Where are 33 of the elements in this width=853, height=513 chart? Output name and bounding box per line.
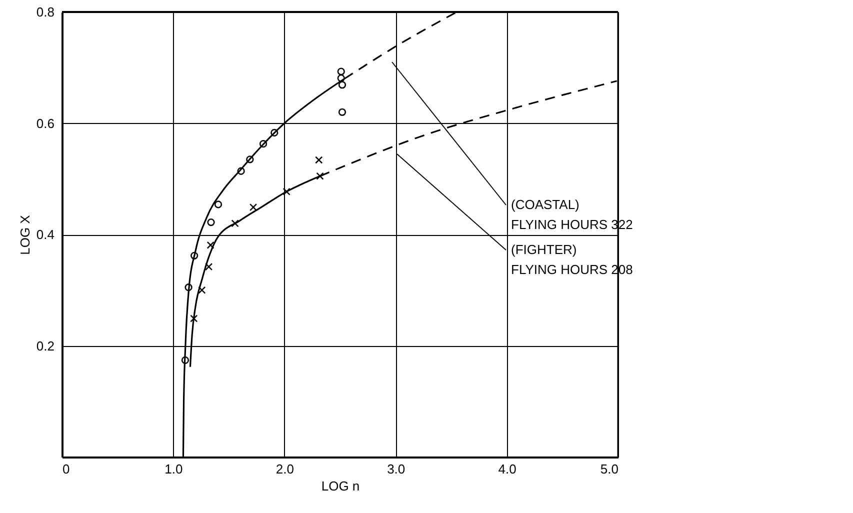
point bbox=[206, 241, 214, 249]
point bbox=[214, 200, 222, 208]
point bbox=[316, 172, 324, 180]
point bbox=[259, 140, 268, 148]
x-tick-label: 1.0 bbox=[164, 462, 183, 476]
point bbox=[337, 68, 345, 76]
point bbox=[231, 220, 239, 228]
point bbox=[246, 156, 254, 164]
point bbox=[270, 128, 278, 137]
y-axis-title: LOG X bbox=[17, 214, 32, 255]
x-tick-label: 0 bbox=[62, 462, 70, 476]
point bbox=[207, 218, 215, 226]
point bbox=[190, 252, 198, 260]
y-tick-label: 0.6 bbox=[36, 116, 54, 131]
x-axis-title: LOG n bbox=[321, 478, 360, 494]
x-tick-label: 2.0 bbox=[276, 462, 294, 476]
point bbox=[315, 156, 323, 164]
x-tick-label: 4.0 bbox=[498, 462, 516, 476]
point bbox=[237, 167, 245, 175]
point bbox=[190, 314, 198, 322]
y-tick-label: 0.2 bbox=[36, 338, 54, 354]
y-tick-label: 0.8 bbox=[36, 4, 54, 20]
point bbox=[181, 356, 190, 364]
point bbox=[249, 203, 258, 212]
x-tick-label: 5.0 bbox=[600, 462, 618, 476]
y-tick-label: 0.4 bbox=[36, 227, 54, 242]
point bbox=[198, 286, 206, 294]
point bbox=[282, 188, 290, 196]
point bbox=[204, 262, 213, 271]
point bbox=[338, 81, 346, 89]
point bbox=[184, 284, 192, 292]
point bbox=[338, 108, 346, 116]
x-tick-label: 3.0 bbox=[387, 462, 406, 476]
